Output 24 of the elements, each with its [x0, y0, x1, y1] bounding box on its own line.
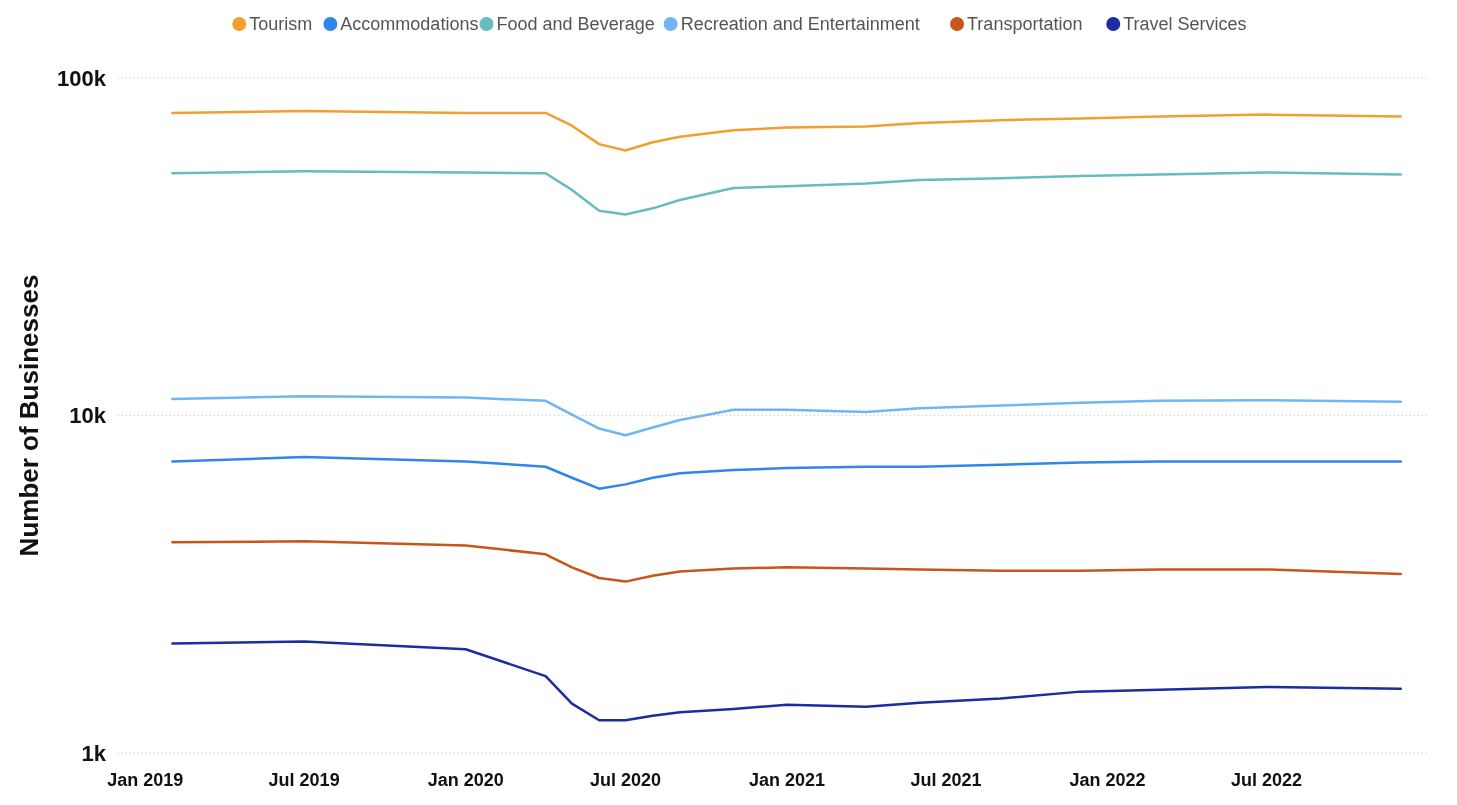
line-series — [171, 540, 1403, 583]
x-tick-label: Jan 2022 — [1069, 770, 1146, 790]
line-series — [171, 109, 1403, 152]
line-series — [171, 395, 1403, 437]
legend-label: Travel Services — [1123, 14, 1247, 34]
x-tick-label: Jul 2021 — [910, 770, 982, 790]
x-tick-label: Jan 2021 — [749, 770, 826, 790]
legend-label: Food and Beverage — [496, 14, 655, 34]
legend-label: Recreation and Entertainment — [680, 14, 920, 34]
x-tick-label: Jan 2020 — [427, 770, 504, 790]
legend-label: Accommodations — [340, 14, 479, 34]
x-tick-label: Jul 2022 — [1230, 770, 1302, 790]
line-series — [171, 455, 1403, 490]
line-series — [171, 170, 1403, 216]
y-tick-label: 1k — [81, 740, 107, 766]
y-tick-label: 100k — [57, 65, 107, 91]
x-tick-label: Jul 2019 — [268, 770, 340, 790]
x-tick-label: Jul 2020 — [589, 770, 662, 790]
y-axis-title: Number of Businesses — [14, 274, 44, 557]
x-tick-label: Jan 2019 — [107, 770, 184, 790]
legend-label: Transportation — [967, 14, 1083, 34]
line-series — [171, 640, 1403, 722]
y-tick-label: 10k — [69, 403, 107, 429]
legend-label: Tourism — [249, 14, 313, 34]
